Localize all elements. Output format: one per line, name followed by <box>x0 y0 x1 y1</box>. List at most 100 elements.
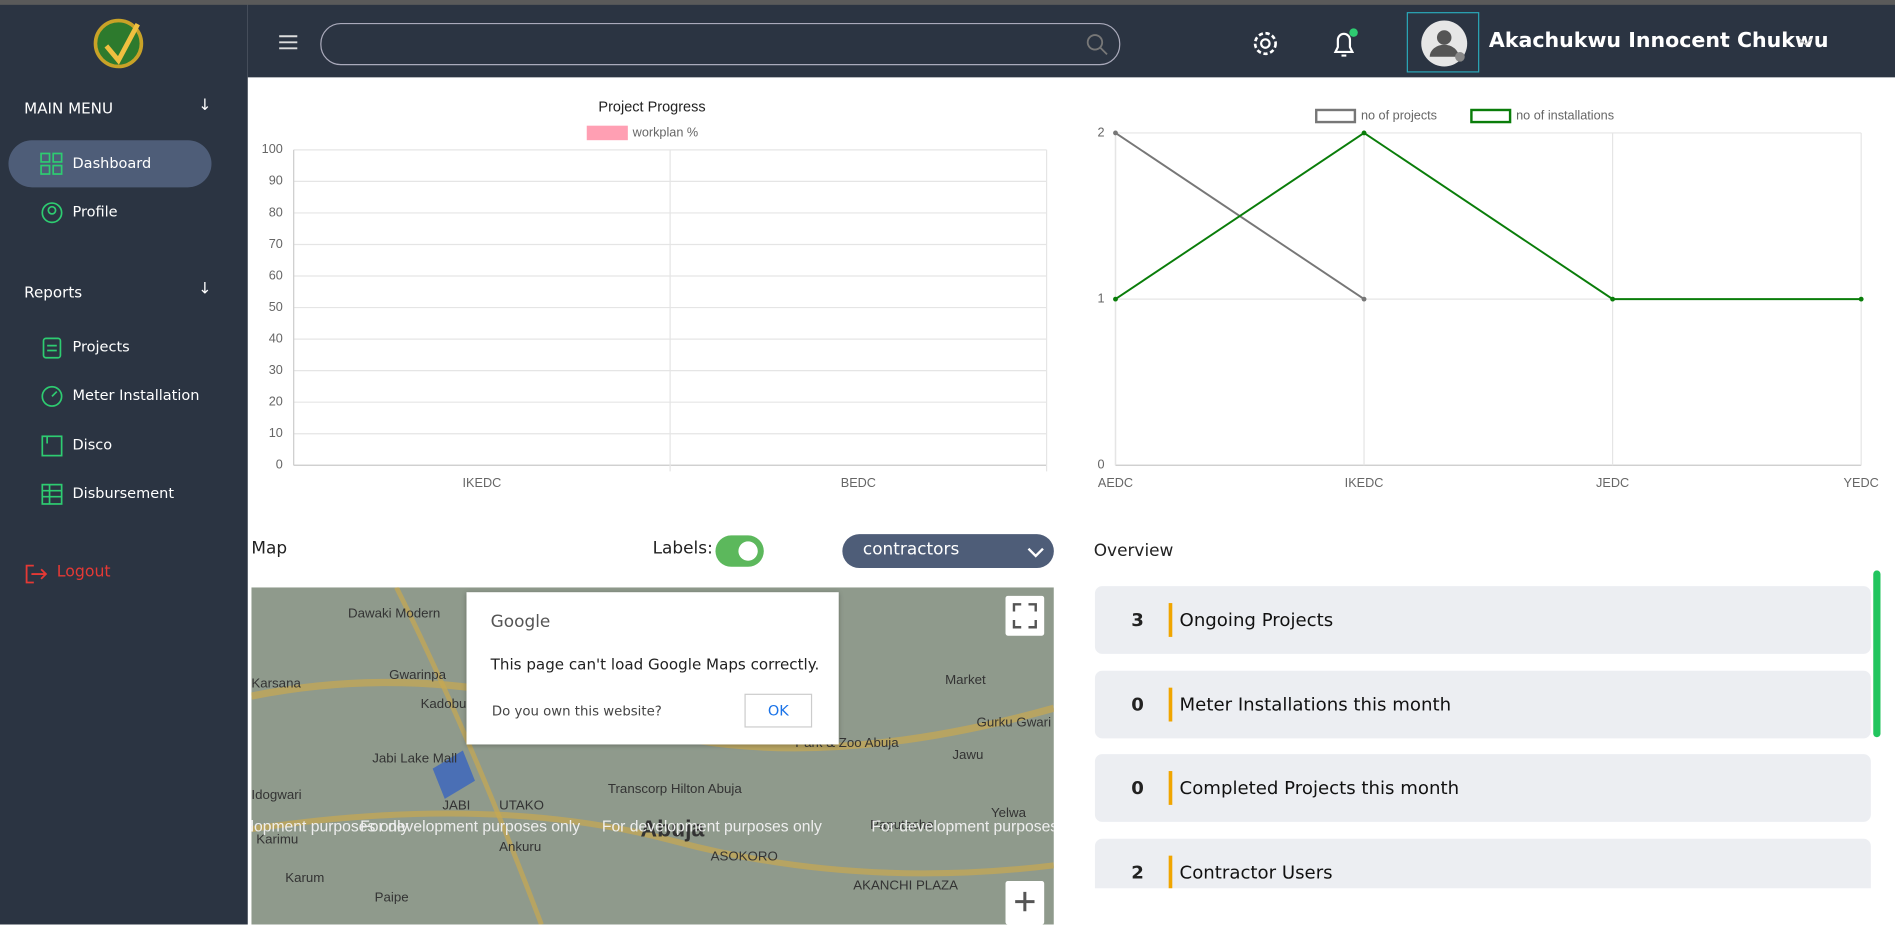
search-icon[interactable] <box>1085 33 1109 57</box>
notifications-icon[interactable] <box>1329 27 1360 61</box>
dropdown-text: contractors <box>862 540 960 560</box>
place-label: ASOKORO <box>711 848 778 863</box>
y-tick-label: 40 <box>269 331 283 345</box>
y-tick-label: 100 <box>262 142 283 156</box>
map-error-dialog: Google This page can't load Google Maps … <box>466 592 839 745</box>
overview-card: 0 Meter Installations this month <box>1094 670 1871 738</box>
dashboard-icon <box>40 152 63 175</box>
legend-swatch <box>1315 108 1357 124</box>
point <box>1361 130 1367 136</box>
labels-toggle[interactable] <box>715 535 764 567</box>
logo-check <box>104 23 140 65</box>
menu-heading: MAIN MENU <box>24 99 114 118</box>
overview-card: 0 Completed Projects this month <box>1094 754 1871 822</box>
legend-swatch <box>1470 108 1512 124</box>
scrollbar[interactable] <box>1873 570 1881 738</box>
logout[interactable]: Logout <box>56 563 111 582</box>
nav-item[interactable]: Profile <box>72 203 118 220</box>
place-label: Dawaki Modern <box>348 606 440 621</box>
y-tick-label: 70 <box>269 237 283 251</box>
profile-icon <box>41 202 63 224</box>
point <box>1113 130 1118 136</box>
place-label: Market <box>945 672 986 687</box>
y-tick-label: 20 <box>269 395 283 409</box>
place-label: Ankuru <box>499 839 541 854</box>
y-tick-label: 80 <box>269 205 283 219</box>
chart-title: Project Progress <box>598 99 705 115</box>
menu-arrow[interactable]: ↓ <box>198 96 212 115</box>
overview-label: Completed Projects this month <box>1179 777 1460 799</box>
place-label: Gurku Gwari <box>977 714 1052 729</box>
road <box>251 810 1054 877</box>
overview-count: 0 <box>1131 777 1144 799</box>
toggle-knob <box>738 541 758 561</box>
contractor-dropdown[interactable]: contractors <box>842 534 1054 569</box>
y-tick-label: 0 <box>276 458 283 472</box>
place-label: Idogwari <box>251 787 301 802</box>
projects-icon <box>42 337 62 359</box>
fullscreen-icon <box>1012 603 1037 629</box>
place-label: Transcorp Hilton Abuja <box>608 781 742 796</box>
disco-icon <box>41 435 63 457</box>
overview-scroll: 3 Ongoing Projects 0 Meter Installations th… <box>0 570 1895 889</box>
point <box>1858 296 1864 302</box>
place-label: Karsana <box>251 676 301 691</box>
y-tick-label: 90 <box>269 174 283 188</box>
y-tick-label: 50 <box>269 300 283 314</box>
place-label: Karum <box>285 870 324 885</box>
x-tick-label: IKEDC <box>1345 476 1384 490</box>
search-box[interactable] <box>320 22 1121 66</box>
logo-circle <box>93 18 144 69</box>
dialog-ok[interactable]: OK <box>744 693 813 728</box>
y-tick-label: 1 <box>1098 291 1105 305</box>
place-label: Yelwa <box>991 805 1027 820</box>
map-watermark: For development purposes only <box>871 818 1053 835</box>
x-tick-label: YEDC <box>1844 476 1879 490</box>
overview-label: Contractor Users <box>1179 861 1333 883</box>
active-pill[interactable] <box>8 140 212 188</box>
nav-item[interactable]: Meter Installation <box>72 386 200 404</box>
place-label: UTAKO <box>499 798 544 813</box>
nav-item[interactable]: Projects <box>72 338 130 356</box>
map-title: Map <box>251 539 288 559</box>
place-label: Karimu <box>256 832 298 847</box>
overview-divider <box>1168 771 1173 805</box>
avatar[interactable] <box>1420 19 1468 67</box>
logout-icon <box>25 564 48 584</box>
logo[interactable] <box>89 17 147 70</box>
menu-arrow[interactable]: ↓ <box>198 280 212 299</box>
hamburger[interactable] <box>277 33 301 52</box>
zoom-in-icon <box>1015 891 1035 912</box>
place-label: Paipe <box>375 890 409 905</box>
overview-card: 3 Ongoing Projects <box>1094 586 1871 654</box>
dialog-question: Do you own this website? <box>491 703 662 720</box>
y-tick-label: 10 <box>269 426 283 440</box>
browser-strip <box>0 0 1895 5</box>
place-label: Kadobu <box>421 696 467 711</box>
y-tick-label: 0 <box>1098 458 1105 472</box>
nav-item[interactable]: Disco <box>72 436 113 454</box>
meter-icon <box>41 385 63 407</box>
x-tick-label: IKEDC <box>463 476 502 490</box>
x-tick-label: AEDC <box>1098 476 1133 490</box>
map-watermark: For development purposes only <box>251 818 408 835</box>
dialog-brand: Google <box>490 612 551 633</box>
user-chevron[interactable] <box>1798 37 1813 47</box>
disbursement-icon <box>41 483 63 505</box>
settings-icon[interactable] <box>1251 29 1280 58</box>
map-labels: Dawaki Modern Karsana Gwarinpa Kadobu Jabi L… <box>251 606 1053 905</box>
place-label: Gwarinpa <box>389 667 446 682</box>
overview-count: 2 <box>1131 861 1144 883</box>
overview-divider <box>1168 855 1173 889</box>
overview-title: Overview <box>1093 541 1174 561</box>
user-name[interactable]: Akachukwu Innocent Chukwu <box>1488 29 1829 54</box>
nav-item[interactable]: Disbursement <box>72 484 175 502</box>
x-tick-label: BEDC <box>841 476 876 490</box>
dropdown-chevron <box>1027 547 1044 558</box>
point <box>1610 296 1616 302</box>
place-label: Jabi Lake Mall <box>372 751 457 766</box>
y-tick-label: 30 <box>269 363 283 377</box>
nav-item[interactable]: Dashboard <box>72 154 152 172</box>
